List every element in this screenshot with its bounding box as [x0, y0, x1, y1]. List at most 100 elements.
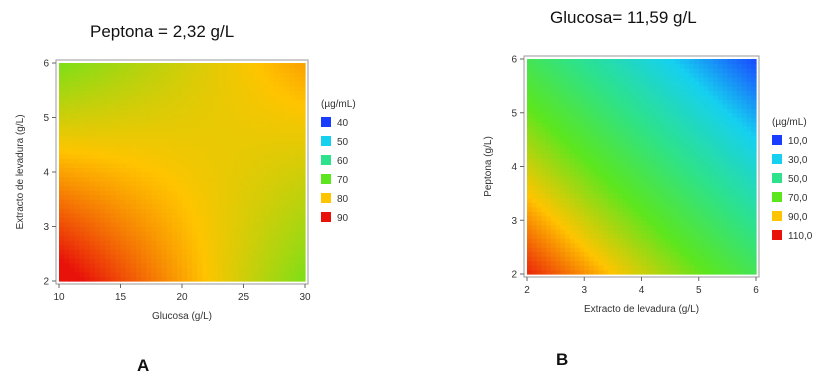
heatmap-cell	[703, 206, 709, 212]
heatmap-cell	[622, 153, 628, 159]
heatmap-cell	[289, 144, 296, 150]
heatmap-cell	[608, 108, 614, 114]
heatmap-cell	[182, 90, 188, 96]
heatmap-cell	[698, 81, 705, 87]
heatmap-cell	[238, 153, 245, 159]
heatmap-cell	[665, 99, 671, 105]
heatmap-cell	[84, 240, 91, 246]
heatmap-cell	[579, 135, 585, 141]
heatmap-cell	[94, 153, 101, 159]
heatmap-cell	[125, 63, 132, 69]
heatmap-cell	[202, 226, 209, 232]
heatmap-cell	[608, 202, 614, 208]
heatmap-cell	[531, 260, 538, 266]
heatmap-cell	[674, 233, 681, 239]
heatmap-cell	[130, 144, 137, 150]
heatmap-cell	[110, 167, 116, 173]
heatmap-cell	[253, 67, 260, 73]
heatmap-cell	[651, 153, 657, 159]
heatmap-cell	[550, 206, 557, 212]
heatmap-cell	[670, 188, 676, 194]
heatmap-cell	[617, 184, 624, 190]
heatmap-cell	[546, 260, 552, 266]
heatmap-cell	[679, 224, 686, 230]
heatmap-cell	[550, 157, 557, 163]
heatmap-cell	[202, 167, 209, 173]
heatmap-cell	[651, 117, 657, 123]
heatmap-cell	[299, 271, 306, 278]
heatmap-cell	[608, 148, 614, 154]
heatmap-cell	[565, 148, 571, 154]
heatmap-cell	[651, 224, 657, 230]
heatmap-cell	[579, 229, 585, 235]
heatmap-cell	[684, 117, 690, 123]
heatmap-cell	[589, 229, 595, 235]
heatmap-cell	[636, 233, 643, 239]
heatmap-cell	[187, 253, 193, 259]
heatmap-cell	[141, 103, 147, 110]
heatmap-cell	[274, 81, 280, 87]
heatmap-cell	[674, 63, 681, 69]
heatmap-cell	[546, 81, 552, 87]
heatmap-cell	[79, 140, 86, 146]
heatmap-cell	[171, 108, 178, 114]
heatmap-cell	[258, 181, 265, 187]
heatmap-cell	[703, 202, 709, 208]
heatmap-cell	[182, 140, 188, 146]
heatmap-cell	[670, 220, 676, 226]
heatmap-cell	[207, 81, 214, 87]
heatmap-cell	[579, 260, 585, 266]
heatmap-cell	[141, 144, 147, 150]
heatmap-cell	[146, 267, 152, 273]
heatmap-cell	[693, 229, 700, 235]
heatmap-cell	[94, 208, 101, 214]
legend-label: 90	[337, 213, 349, 224]
heatmap-cell	[248, 122, 255, 128]
heatmap-cell	[527, 85, 533, 91]
heatmap-cell	[269, 258, 275, 264]
heatmap-cell	[274, 271, 280, 278]
heatmap-cell	[100, 99, 106, 105]
heatmap-cell	[84, 262, 91, 268]
heatmap-cell	[264, 190, 270, 196]
heatmap-cell	[636, 242, 643, 248]
heatmap-cell	[135, 226, 142, 232]
heatmap-cell	[674, 179, 681, 186]
heatmap-cell	[603, 85, 609, 91]
heatmap-cell	[69, 231, 75, 237]
heatmap-cell	[243, 276, 250, 282]
heatmap-cell	[593, 179, 600, 186]
heatmap-cell	[560, 229, 566, 235]
heatmap-cell	[708, 63, 714, 69]
heatmap-cell	[84, 203, 91, 209]
heatmap-cell	[233, 81, 239, 87]
heatmap-cell	[207, 72, 214, 78]
heatmap-cell	[660, 67, 666, 74]
heatmap-cell	[617, 269, 624, 275]
heatmap-cell	[665, 211, 671, 217]
legend-swatch	[772, 211, 782, 221]
heatmap-cell	[660, 144, 666, 150]
heatmap-cell	[223, 185, 229, 191]
heatmap-cell	[741, 224, 748, 230]
heatmap-cell	[294, 235, 301, 241]
heatmap-cell	[617, 81, 624, 87]
heatmap-cell	[651, 238, 657, 244]
heatmap-cell	[187, 108, 193, 114]
heatmap-cell	[284, 231, 291, 237]
heatmap-cell	[69, 226, 75, 232]
heatmap-cell	[708, 72, 714, 78]
heatmap-cell	[125, 190, 132, 196]
heatmap-cell	[141, 158, 147, 164]
heatmap-cell	[233, 240, 239, 246]
heatmap-cell	[284, 72, 291, 78]
heatmap-cell	[541, 247, 547, 253]
heatmap-cell	[74, 131, 81, 137]
heatmap-cell	[617, 112, 624, 118]
heatmap-cell	[560, 162, 566, 168]
heatmap-cell	[665, 90, 671, 96]
heatmap-cell	[693, 108, 700, 114]
heatmap-cell	[693, 157, 700, 163]
heatmap-cell	[751, 139, 757, 145]
heatmap-cell	[612, 197, 619, 203]
